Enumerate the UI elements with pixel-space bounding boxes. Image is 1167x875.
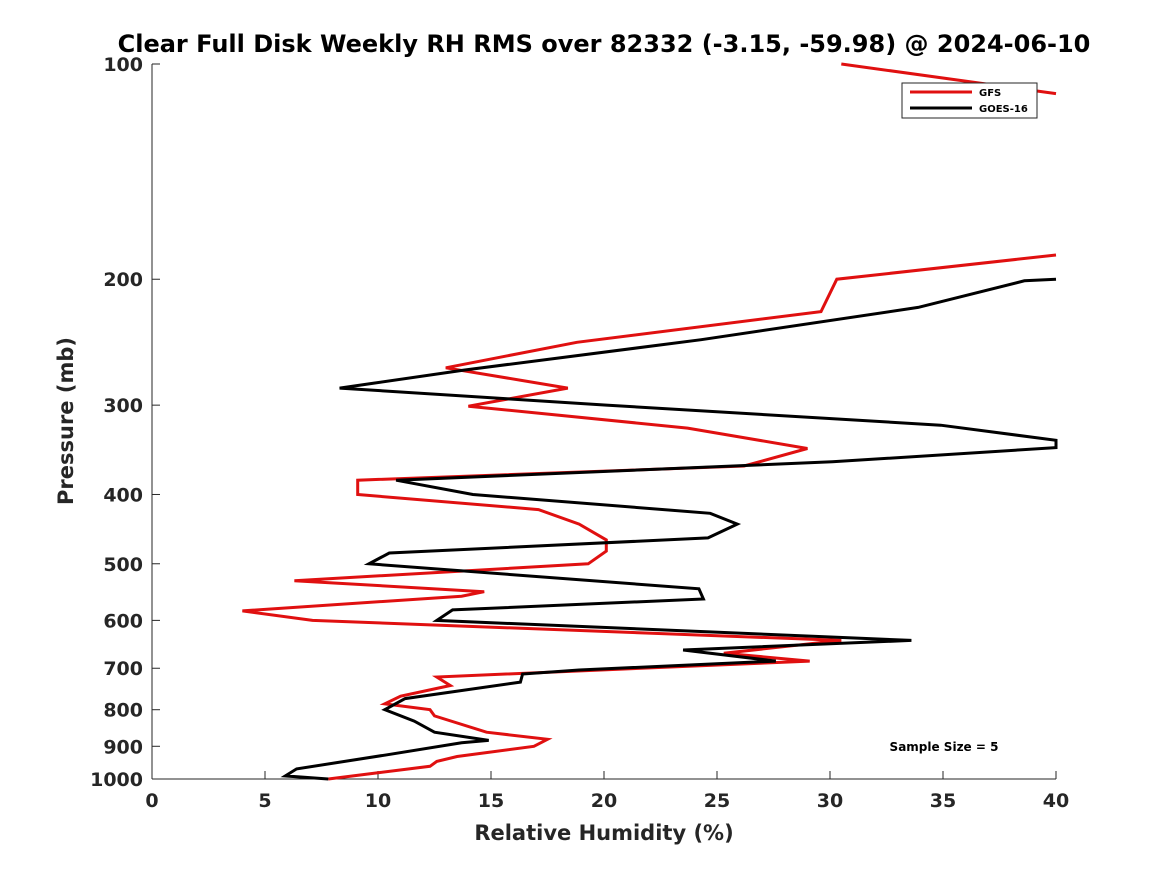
- legend-label-goes16: GOES-16: [979, 104, 1028, 115]
- x-tick-label: 40: [1043, 790, 1069, 812]
- plot-area: 0 5 10 15 20 25 30 35 40 100 200 300 400 500 600 700 800…: [90, 54, 1069, 812]
- series-line-gfs: [242, 253, 1057, 781]
- y-tick-label: 800: [103, 700, 143, 722]
- y-tick-label: 1000: [90, 769, 143, 791]
- y-axis-label: Pressure (mb): [54, 337, 78, 505]
- legend: GFS GOES-16: [901, 82, 1038, 119]
- legend-box: [901, 82, 1038, 119]
- x-tick-label: 5: [258, 790, 271, 812]
- x-tick-label: 0: [145, 790, 158, 812]
- x-tick-label: 10: [365, 790, 391, 812]
- x-tick-label: 25: [704, 790, 730, 812]
- y-tick-label: 700: [103, 658, 143, 680]
- x-tick-label: 20: [591, 790, 617, 812]
- legend-label-gfs: GFS: [979, 88, 1001, 99]
- series-lines: [242, 62, 1058, 781]
- x-tick-label: 15: [478, 790, 504, 812]
- ticks: 0 5 10 15 20 25 30 35 40 100 200 300 400 500 600 700 800…: [90, 54, 1069, 812]
- chart-title: Clear Full Disk Weekly RH RMS over 82332…: [118, 30, 1091, 58]
- y-tick-label: 600: [103, 610, 143, 632]
- y-tick-label: 300: [103, 395, 143, 417]
- y-tick-label: 400: [103, 484, 143, 506]
- y-tick-label: 500: [103, 554, 143, 576]
- x-axis-label: Relative Humidity (%): [474, 821, 733, 845]
- x-tick-label: 35: [930, 790, 956, 812]
- y-tick-label: 200: [103, 269, 143, 291]
- x-tick-label: 30: [817, 790, 843, 812]
- y-tick-label: 100: [103, 54, 143, 76]
- y-tick-label: 900: [103, 736, 143, 758]
- sample-size-annotation: Sample Size = 5: [890, 740, 999, 754]
- series-line-goes16: [280, 277, 1058, 781]
